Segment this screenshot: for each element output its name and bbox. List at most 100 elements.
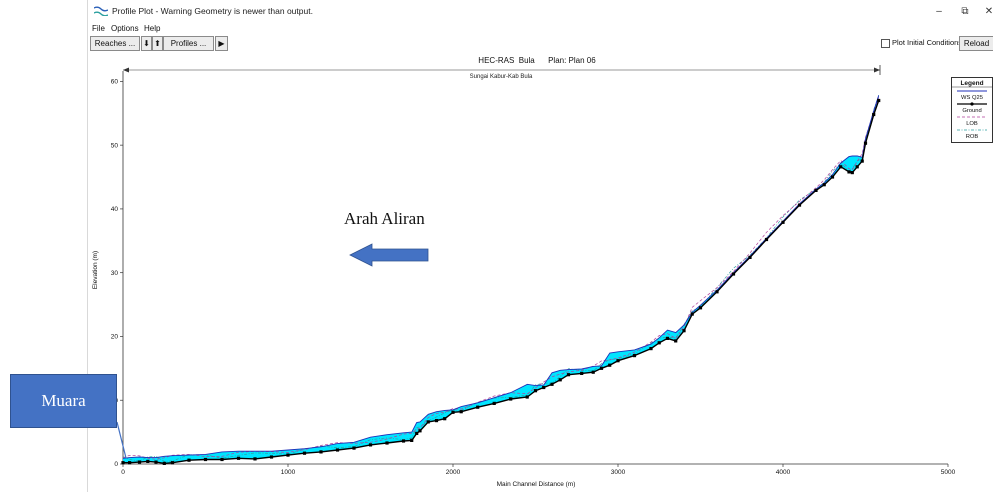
ground-point — [286, 453, 290, 457]
ground-point — [616, 359, 620, 363]
menu-help[interactable]: Help — [144, 24, 161, 33]
menu-options[interactable]: Options — [111, 24, 139, 33]
lob-line — [122, 97, 880, 460]
profiles-button[interactable]: Profiles ... — [163, 36, 214, 51]
menu-bar: File Options Help — [88, 24, 993, 36]
ground-point — [830, 175, 835, 179]
y-tick-label: 30 — [111, 270, 119, 277]
ground-point — [220, 457, 224, 462]
y-axis-label: Elevation (m) — [92, 251, 99, 289]
ground-point — [715, 290, 719, 294]
ground-point — [665, 336, 670, 340]
y-tick-label: 20 — [111, 334, 119, 341]
ground-point — [748, 255, 752, 259]
chart-title: HEC-RAS Bula Plan: Plan 06 — [478, 56, 596, 65]
ground-point — [839, 165, 843, 169]
ground-point — [415, 431, 419, 435]
ground-point — [434, 419, 439, 423]
menu-file[interactable]: File — [92, 24, 105, 33]
down-arrow-icon[interactable]: ⬇ — [141, 36, 152, 51]
ground-point — [170, 461, 175, 465]
ground-point — [459, 410, 463, 414]
ground-point — [863, 141, 868, 145]
close-icon[interactable]: ✕ — [984, 6, 993, 17]
play-icon[interactable]: ▶ — [215, 36, 228, 51]
ground-point — [850, 171, 854, 175]
ground-point — [401, 439, 406, 443]
x-tick-label: 1000 — [281, 469, 296, 476]
ground-point — [451, 410, 455, 414]
axes — [122, 71, 948, 465]
ground-point — [525, 395, 529, 399]
ground-point — [426, 420, 430, 424]
y-tick-label: 60 — [111, 79, 119, 86]
legend-rob-label: ROB — [966, 134, 979, 140]
ground-point — [269, 455, 274, 459]
rob-line — [122, 95, 880, 462]
ground-point — [187, 458, 191, 462]
ground-point — [860, 159, 864, 163]
x-tick-label: 5000 — [941, 469, 956, 476]
flow-direction-arrow — [349, 243, 429, 267]
flow-direction-label: Arah Aliran — [344, 209, 425, 228]
ground-point — [764, 237, 769, 242]
reaches-button[interactable]: Reaches ... — [90, 36, 140, 51]
y-tick-label: 0 — [114, 461, 118, 468]
ground-point — [566, 373, 571, 377]
ground-point — [302, 451, 307, 455]
minimize-icon[interactable]: – — [936, 6, 942, 17]
ground-point — [822, 183, 826, 187]
legend-lob-label: LOB — [966, 121, 978, 127]
profile-plot-window: Profile Plot - Warning Geometry is newer… — [87, 0, 993, 492]
ground-point — [492, 401, 496, 405]
ground-point — [657, 341, 661, 345]
ground-point — [253, 457, 257, 461]
ground-point — [608, 363, 612, 367]
legend-ground-marker — [970, 102, 974, 106]
up-arrow-icon[interactable]: ⬆ — [152, 36, 163, 51]
x-tick-label: 2000 — [446, 469, 461, 476]
ground-points — [121, 98, 881, 465]
reach-label: Sungai Kabur-Kab Bula — [470, 74, 533, 80]
x-tick-label: 3000 — [611, 469, 626, 476]
x-ticks: 0 1000 2000 3000 4000 5000 — [121, 464, 956, 476]
legend-title: Legend — [960, 80, 983, 87]
ground-point — [476, 405, 480, 409]
legend: Legend WS Q25 Ground LOB ROB — [951, 77, 993, 143]
ground-point — [649, 347, 653, 351]
reach-right-arrow-icon — [874, 67, 880, 73]
ground-point — [632, 354, 637, 358]
ground-point — [128, 461, 132, 465]
ground-point — [797, 203, 802, 207]
toolbar: Reaches ... ⬇ ⬆ Profiles ... ▶ Plot Init… — [88, 36, 993, 61]
ground-point — [542, 385, 546, 390]
legend-ws-label: WS Q25 — [961, 95, 983, 101]
maximize-icon[interactable]: ⧉ — [961, 6, 969, 17]
ground-point — [533, 389, 538, 393]
reach-indicator: Sungai Kabur-Kab Bula — [123, 65, 881, 80]
ground-point — [418, 429, 422, 433]
ground-point — [154, 460, 158, 464]
x-tick-label: 4000 — [776, 469, 791, 476]
ground-point — [872, 112, 876, 117]
ground-point — [509, 397, 513, 401]
ground-point — [690, 312, 694, 316]
ws-q25-line — [122, 95, 880, 459]
water-surface-fill — [123, 95, 879, 464]
legend-ground-label: Ground — [962, 108, 981, 114]
y-tick-label: 50 — [111, 142, 119, 149]
ground-point — [580, 371, 584, 375]
plot-initial-conditions-checkbox[interactable] — [881, 39, 890, 48]
ground-point — [731, 272, 736, 276]
profile-plot-app-icon — [94, 6, 108, 16]
ground-line — [123, 100, 880, 465]
plot-area — [88, 51, 993, 492]
ground-point — [385, 441, 389, 445]
x-tick-label: 0 — [121, 469, 125, 476]
ground-point — [550, 382, 554, 386]
ground-point — [877, 98, 881, 103]
y-tick-label: 40 — [111, 206, 119, 213]
ground-point — [698, 306, 703, 310]
title-bar: Profile Plot - Warning Geometry is newer… — [88, 0, 993, 24]
